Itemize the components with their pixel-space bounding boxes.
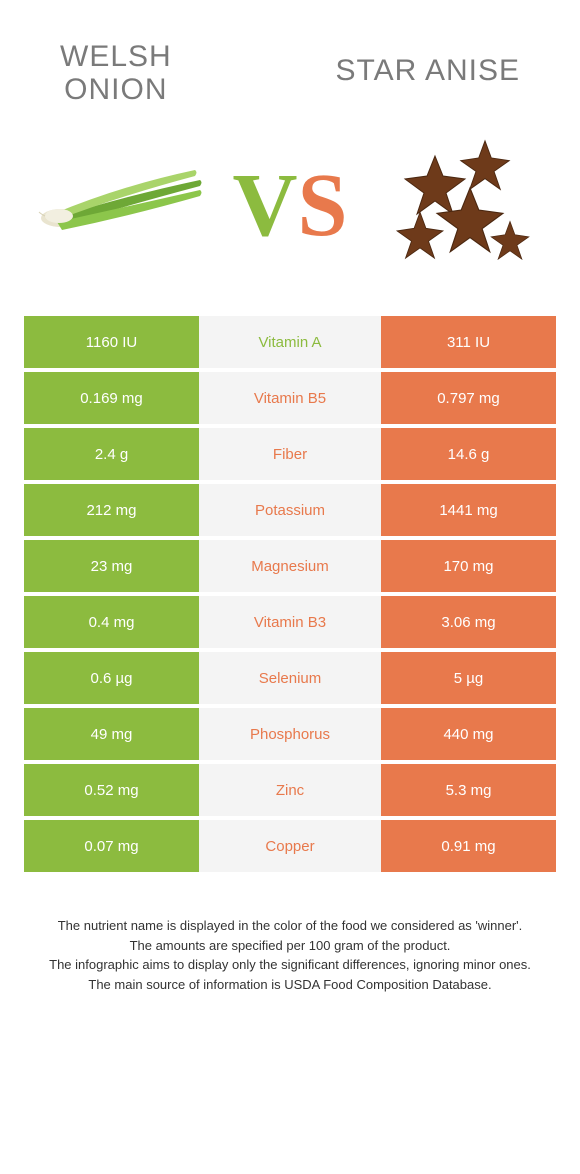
right-value: 0.91 mg xyxy=(381,820,556,872)
right-value: 170 mg xyxy=(381,540,556,592)
left-value: 0.4 mg xyxy=(24,596,199,648)
right-value: 0.797 mg xyxy=(381,372,556,424)
left-value: 23 mg xyxy=(24,540,199,592)
nutrient-table: 1160 IUVitamin A311 IU0.169 mgVitamin B5… xyxy=(0,316,580,872)
table-row: 0.07 mgCopper0.91 mg xyxy=(24,820,556,872)
right-value: 1441 mg xyxy=(381,484,556,536)
right-value: 3.06 mg xyxy=(381,596,556,648)
nutrient-label: Vitamin A xyxy=(199,316,381,368)
table-row: 0.4 mgVitamin B33.06 mg xyxy=(24,596,556,648)
title-left: Welsh onion xyxy=(60,40,172,106)
right-value: 14.6 g xyxy=(381,428,556,480)
table-row: 0.52 mgZinc5.3 mg xyxy=(24,764,556,816)
nutrient-label: Vitamin B3 xyxy=(199,596,381,648)
nutrient-label: Fiber xyxy=(199,428,381,480)
star-anise-image xyxy=(370,126,550,286)
footer-line4: The main source of information is USDA F… xyxy=(40,975,540,995)
table-row: 212 mgPotassium1441 mg xyxy=(24,484,556,536)
left-value: 49 mg xyxy=(24,708,199,760)
vs-v: V xyxy=(232,156,297,255)
header: Welsh onion Star anise xyxy=(0,0,580,116)
left-value: 1160 IU xyxy=(24,316,199,368)
nutrient-label: Phosphorus xyxy=(199,708,381,760)
left-value: 0.169 mg xyxy=(24,372,199,424)
title-left-line1: Welsh xyxy=(60,40,172,73)
nutrient-label: Copper xyxy=(199,820,381,872)
nutrient-label: Magnesium xyxy=(199,540,381,592)
footer: The nutrient name is displayed in the co… xyxy=(0,876,580,994)
vs-label: VS xyxy=(232,161,347,251)
table-row: 2.4 gFiber14.6 g xyxy=(24,428,556,480)
table-row: 23 mgMagnesium170 mg xyxy=(24,540,556,592)
nutrient-label: Selenium xyxy=(199,652,381,704)
table-row: 0.6 µgSelenium5 µg xyxy=(24,652,556,704)
right-value: 440 mg xyxy=(381,708,556,760)
vs-s: S xyxy=(297,156,347,255)
nutrient-label: Vitamin B5 xyxy=(199,372,381,424)
left-value: 2.4 g xyxy=(24,428,199,480)
table-row: 49 mgPhosphorus440 mg xyxy=(24,708,556,760)
title-right: Star anise xyxy=(336,54,521,88)
hero-row: VS xyxy=(0,116,580,316)
left-value: 0.6 µg xyxy=(24,652,199,704)
nutrient-label: Potassium xyxy=(199,484,381,536)
left-value: 0.07 mg xyxy=(24,820,199,872)
left-value: 212 mg xyxy=(24,484,199,536)
footer-line2: The amounts are specified per 100 gram o… xyxy=(40,936,540,956)
table-row: 1160 IUVitamin A311 IU xyxy=(24,316,556,368)
right-value: 5.3 mg xyxy=(381,764,556,816)
footer-line1: The nutrient name is displayed in the co… xyxy=(40,916,540,936)
nutrient-label: Zinc xyxy=(199,764,381,816)
footer-line3: The infographic aims to display only the… xyxy=(40,955,540,975)
title-left-line2: onion xyxy=(64,73,167,106)
right-value: 5 µg xyxy=(381,652,556,704)
table-row: 0.169 mgVitamin B50.797 mg xyxy=(24,372,556,424)
right-value: 311 IU xyxy=(381,316,556,368)
welsh-onion-image xyxy=(30,126,210,286)
left-value: 0.52 mg xyxy=(24,764,199,816)
